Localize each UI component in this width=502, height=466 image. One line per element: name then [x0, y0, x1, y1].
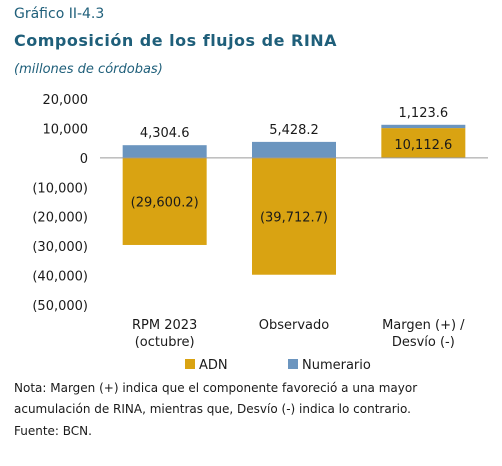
bar-adn [122, 157, 207, 245]
bar-numerario [122, 145, 207, 158]
legend-numerario-label: Numerario [302, 358, 371, 373]
chart-area: 20,000 10,000 0 (10,000) (20,000) (30,000) (40… [32, 93, 488, 373]
data-label-adn: 10,112.6 [394, 138, 452, 153]
figure-caption: Gráfico II-4.3 [14, 6, 105, 22]
legend-numerario-swatch [288, 359, 298, 369]
y-tick-label: (20,000) [32, 211, 88, 226]
y-tick-label: (10,000) [32, 181, 88, 196]
y-tick-label: 0 [80, 152, 88, 167]
data-label-numerario: 4,304.6 [140, 126, 190, 141]
data-label-numerario: 5,428.2 [269, 123, 319, 138]
y-tick-label: (30,000) [32, 240, 88, 255]
bar-adn [381, 128, 466, 158]
chart-source: Fuente: BCN. [14, 424, 92, 438]
y-tick-label: (50,000) [32, 299, 88, 314]
x-tick-label: Margen (+) / [382, 318, 465, 333]
chart-note: Nota: Margen (+) indica que el component… [14, 381, 418, 416]
y-tick-label: (40,000) [32, 270, 88, 285]
chart-subtitle: (millones de córdobas) [14, 62, 163, 77]
y-tick-label: 20,000 [43, 93, 89, 108]
chart-title: Composición de los flujos de RINA [14, 31, 338, 50]
data-label-numerario: 1,123.6 [399, 106, 449, 121]
x-tick-label: (octubre) [135, 335, 195, 350]
legend-adn-swatch [185, 359, 195, 369]
bar-numerario [252, 141, 336, 158]
data-label-adn: (29,600.2) [131, 195, 199, 210]
legend-adn-label: ADN [199, 358, 228, 373]
bar-numerario [381, 124, 466, 129]
x-tick-label: RPM 2023 [132, 318, 197, 333]
x-tick-label: Desvío (-) [392, 335, 455, 350]
bar-adn [252, 157, 336, 275]
y-tick-label: 10,000 [43, 122, 89, 137]
data-label-adn: (39,712.7) [260, 210, 328, 225]
x-tick-label: Observado [259, 318, 330, 333]
